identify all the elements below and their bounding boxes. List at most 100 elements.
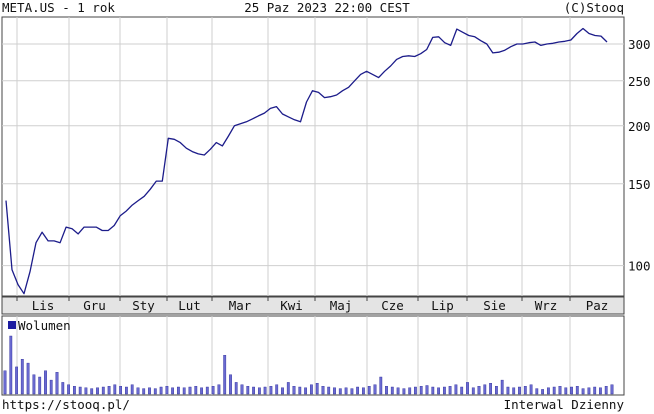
- y-tick-label: 300: [628, 37, 651, 52]
- y-tick-label: 100: [628, 259, 651, 274]
- volume-bar: [292, 386, 296, 395]
- volume-bar: [385, 386, 388, 395]
- volume-bar: [599, 387, 602, 395]
- volume-bar: [523, 386, 527, 395]
- volume-bar: [153, 388, 157, 395]
- month-label: Gru: [83, 298, 106, 313]
- chart-timestamp: 25 Paz 2023 22:00 CEST: [244, 0, 410, 15]
- volume-bar: [379, 376, 383, 395]
- volume-bar: [552, 386, 556, 395]
- source-link[interactable]: https://stooq.pl/: [2, 397, 130, 412]
- volume-bar: [414, 386, 417, 395]
- volume-bar: [575, 386, 579, 395]
- volume-bar: [431, 386, 435, 395]
- volume-bar: [327, 386, 331, 395]
- volume-bar: [350, 388, 354, 395]
- volume-bar: [205, 386, 209, 395]
- volume-bar: [142, 388, 146, 395]
- volume-bar: [61, 382, 65, 395]
- volume-bar: [506, 386, 510, 395]
- volume-bar: [258, 387, 261, 395]
- volume-bar: [321, 386, 325, 395]
- volume-bar: [443, 386, 446, 395]
- legend-label: Wolumen: [18, 318, 71, 333]
- volume-bar: [425, 385, 429, 395]
- volume-bar: [495, 386, 498, 395]
- volume-bar: [26, 362, 30, 395]
- volume-bar: [460, 386, 464, 395]
- month-label: Lis: [32, 298, 55, 313]
- volume-bar: [471, 387, 475, 395]
- month-label: Lip: [431, 298, 454, 313]
- volume-bar: [229, 374, 232, 395]
- volume-bar: [119, 386, 123, 395]
- volume-bar: [252, 386, 255, 395]
- volume-bar: [130, 384, 134, 395]
- volume-bar: [101, 386, 105, 395]
- volume-bar: [3, 370, 7, 395]
- price-panel: 100 150 200 250 300: [1, 16, 651, 297]
- volume-bar: [437, 387, 440, 395]
- volume-bar: [211, 386, 215, 395]
- volume-bar: [281, 387, 284, 395]
- copyright: (C)Stooq: [564, 0, 624, 15]
- month-label: Paz: [586, 298, 609, 313]
- volume-bar: [454, 384, 458, 395]
- volume-bar: [44, 370, 47, 395]
- month-label: Cze: [381, 298, 404, 313]
- month-label: Lut: [178, 298, 201, 313]
- month-label: Sie: [483, 298, 506, 313]
- volume-bar: [541, 389, 545, 395]
- volume-bar: [333, 387, 336, 395]
- month-label: Mar: [229, 298, 252, 313]
- volume-bar: [32, 374, 36, 395]
- volume-bar: [593, 386, 597, 395]
- volume-bar: [124, 386, 128, 395]
- volume-bar: [84, 387, 88, 395]
- volume-bar: [159, 386, 163, 395]
- volume-bar: [148, 387, 151, 395]
- volume-bar: [344, 387, 348, 395]
- volume-bar: [581, 388, 585, 395]
- volume-bar: [529, 384, 533, 395]
- volume-bar: [136, 387, 140, 395]
- volume-bar: [535, 388, 539, 395]
- volume-bar: [390, 386, 394, 395]
- volume-bar: [356, 386, 359, 395]
- volume-bar: [240, 384, 244, 395]
- volume-bar: [90, 388, 94, 395]
- volume-bar: [113, 384, 117, 395]
- volume-bar: [275, 384, 279, 395]
- volume-bar: [217, 384, 221, 395]
- volume-bar: [15, 366, 18, 395]
- volume-bar: [96, 387, 99, 395]
- volume-bar: [200, 387, 203, 395]
- volume-bar: [171, 387, 174, 395]
- volume-bar: [466, 382, 469, 395]
- month-label: Wrz: [535, 298, 558, 313]
- month-label: Sty: [132, 298, 155, 313]
- volume-bar: [587, 387, 591, 395]
- month-label: Maj: [330, 298, 353, 313]
- volume-bar: [246, 386, 250, 395]
- month-band-bg: [1, 296, 625, 315]
- price-plot-frame: [1, 16, 625, 297]
- y-tick-label: 250: [628, 74, 651, 89]
- volume-panel: Wolumen: [1, 315, 625, 396]
- volume-bar: [500, 379, 504, 395]
- volume-bar: [477, 386, 481, 395]
- volume-bar: [448, 386, 452, 395]
- volume-bar: [78, 386, 82, 395]
- volume-bar: [310, 384, 313, 395]
- volume-bar: [604, 386, 608, 395]
- month-axis: Lis Gru Sty Lut Mar Kwi Maj Cze Lip Sie Wrz Paz: [1, 296, 625, 315]
- volume-bar: [304, 387, 307, 395]
- volume-bar: [107, 386, 111, 395]
- volume-bar: [223, 355, 227, 395]
- volume-bar: [483, 384, 487, 395]
- volume-bar: [564, 387, 568, 395]
- volume-bar: [315, 383, 319, 395]
- volume-bar: [38, 376, 42, 395]
- volume-bar: [610, 384, 614, 395]
- legend-swatch: [8, 321, 16, 329]
